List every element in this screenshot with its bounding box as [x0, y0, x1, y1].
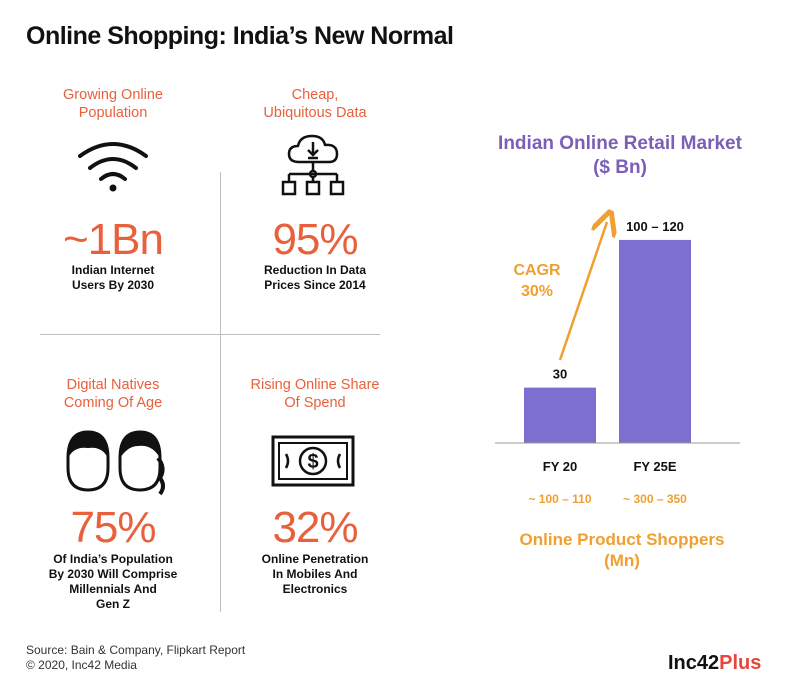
- stat-desc-data-price: Reduction In Data Prices Since 2014: [230, 263, 400, 293]
- chart-title-line: Indian Online Retail Market: [498, 133, 742, 154]
- bar-data-label: 30: [553, 367, 567, 382]
- heading-line: Digital Natives: [66, 377, 160, 393]
- desc-line: Reduction In Data: [263, 263, 366, 277]
- cell-heading-cheap-data: Cheap, Ubiquitous Data: [230, 86, 400, 122]
- stat-millennials-genz: 75%: [70, 503, 156, 552]
- cagr-label: CAGR: [513, 262, 561, 279]
- shoppers-value-label: ~ 100 – 110: [528, 492, 591, 506]
- heading-line: Of Spend: [284, 395, 346, 411]
- cloud-download-network-icon: [277, 132, 353, 198]
- heading-line: Cheap,: [291, 87, 339, 103]
- dollar-bill-icon: $: [270, 432, 356, 490]
- heading-line: Rising Online Share: [250, 377, 380, 393]
- logo-plus: Plus: [719, 652, 762, 674]
- desc-line: Millennials And: [69, 582, 157, 596]
- x-tick-label: FY 25E: [633, 459, 676, 474]
- cell-heading-digital-natives: Digital Natives Coming Of Age: [28, 376, 198, 412]
- cagr-value: 30%: [521, 283, 553, 300]
- grid-divider-horizontal: [40, 334, 380, 335]
- cell-heading-online-population: Growing Online Population: [28, 86, 198, 122]
- retail-market-bar-chart: CAGR 30% 30 FY 20 ~ 100 – 110 100 – 120 FY 2…: [495, 190, 740, 570]
- shoppers-title: Online Product Shoppers: [520, 530, 725, 549]
- chart-title: Indian Online Retail Market ($ Bn): [470, 132, 770, 180]
- inc42-plus-logo: Inc42Plus: [668, 652, 761, 675]
- stat-desc-millennials: Of India’s Population By 2030 Will Compr…: [28, 552, 198, 612]
- grid-divider-vertical: [220, 172, 221, 612]
- desc-line: Online Penetration: [261, 552, 369, 566]
- source-line: Source: Bain & Company, Flipkart Report: [26, 643, 246, 657]
- desc-line: By 2030 Will Comprise: [48, 567, 178, 581]
- bar-data-label: 100 – 120: [626, 219, 684, 234]
- footer-source: Source: Bain & Company, Flipkart Report …: [26, 643, 245, 673]
- heading-line: Coming Of Age: [63, 395, 163, 411]
- wifi-icon: [76, 140, 150, 192]
- stat-desc-internet-users: Indian Internet Users By 2030: [28, 263, 198, 293]
- heading-line: Growing Online: [63, 87, 163, 103]
- desc-line: Of India’s Population: [53, 552, 173, 566]
- desc-line: Prices Since 2014: [264, 278, 366, 292]
- chart-title-unit: ($ Bn): [593, 157, 647, 178]
- logo-main: Inc42: [668, 652, 720, 674]
- stat-internet-users: ~1Bn: [63, 215, 164, 264]
- shoppers-title-unit: (Mn): [604, 551, 640, 570]
- stat-desc-online-penetration: Online Penetration In Mobiles And Electr…: [230, 552, 400, 597]
- two-faces-icon: [62, 428, 172, 498]
- desc-line: Electronics: [282, 582, 348, 596]
- heading-line: Ubiquitous Data: [263, 105, 367, 121]
- copyright-line: © 2020, Inc42 Media: [26, 658, 137, 672]
- bar-fy-25e: [619, 239, 691, 443]
- page-title: Online Shopping: India’s New Normal: [26, 22, 454, 50]
- bar-fy-20: [524, 387, 596, 443]
- cell-heading-online-spend: Rising Online Share Of Spend: [230, 376, 400, 412]
- desc-line: Gen Z: [95, 597, 130, 611]
- cagr-arrow: [558, 222, 607, 361]
- stat-online-penetration: 32%: [272, 503, 358, 552]
- desc-line: In Mobiles And: [272, 567, 358, 581]
- desc-line: Users By 2030: [71, 278, 155, 292]
- x-tick-label: FY 20: [543, 459, 577, 474]
- shoppers-value-label: ~ 300 – 350: [623, 492, 687, 506]
- heading-line: Population: [78, 105, 148, 121]
- desc-line: Indian Internet: [71, 263, 155, 277]
- svg-text:$: $: [307, 451, 318, 473]
- stat-data-price-reduction: 95%: [272, 215, 358, 264]
